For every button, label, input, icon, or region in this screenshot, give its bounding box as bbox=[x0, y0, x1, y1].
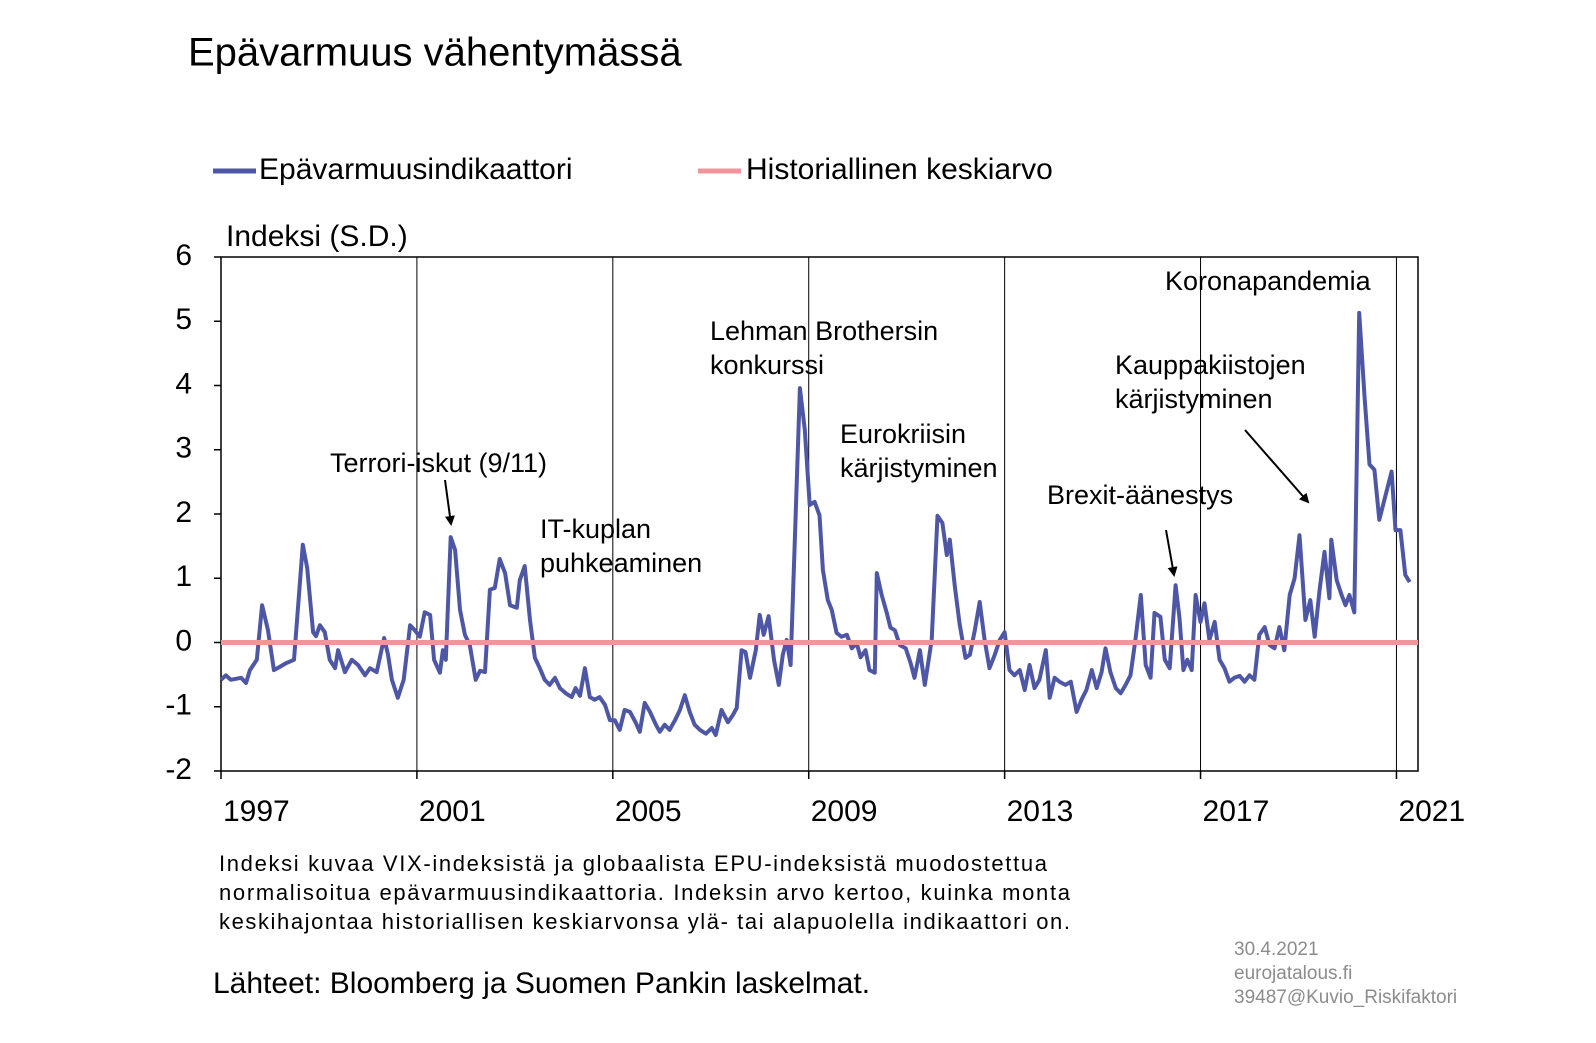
note: Indeksi kuvaa VIX-indeksistä ja globaali… bbox=[219, 851, 1071, 934]
annotation: Eurokriisin bbox=[840, 419, 966, 449]
legend-label: Historiallinen keskiarvo bbox=[746, 153, 1053, 186]
chart-title: Epävarmuus vähentymässä bbox=[188, 31, 682, 75]
x-tick-label: 2017 bbox=[1203, 795, 1270, 828]
annotation: IT-kuplan bbox=[540, 514, 651, 544]
y-tick-label: -1 bbox=[165, 689, 192, 722]
note-line: keskihajontaa historiallisen keskiarvons… bbox=[219, 909, 1070, 934]
arrow bbox=[444, 479, 455, 526]
plot-frame bbox=[220, 256, 1419, 772]
annotation: Brexit-äänestys bbox=[1047, 480, 1233, 510]
y-axis-label: Indeksi (S.D.) bbox=[226, 220, 408, 253]
annotation: kärjistyminen bbox=[1115, 384, 1273, 414]
y-tick-label: 5 bbox=[175, 303, 192, 336]
source: Lähteet: Bloomberg ja Suomen Pankin lask… bbox=[213, 967, 870, 1000]
y-tick-label: 0 bbox=[175, 624, 192, 657]
x-tick-label: 2009 bbox=[811, 795, 878, 828]
x-tick-label: 2005 bbox=[615, 795, 682, 828]
annotation: Lehman Brothersin bbox=[710, 316, 938, 346]
annotation: Terrori-iskut (9/11) bbox=[330, 448, 547, 478]
annotation: konkurssi bbox=[710, 350, 824, 380]
arrow bbox=[1165, 529, 1178, 577]
x-tick-label: 2001 bbox=[419, 795, 486, 828]
y-tick-label: 6 bbox=[175, 239, 192, 272]
y-tick-label: 1 bbox=[175, 560, 192, 593]
annotation: Koronapandemia bbox=[1165, 266, 1372, 296]
stamp-line: 30.4.2021 bbox=[1234, 939, 1319, 960]
stamp-line: 39487@Kuvio_Riskifaktori bbox=[1234, 987, 1457, 1008]
legend-label: Epävarmuusindikaattori bbox=[259, 153, 573, 186]
note-line: normalisoitua epävarmuusindikaattoria. I… bbox=[219, 880, 1071, 905]
annotation: kärjistyminen bbox=[840, 453, 998, 483]
y-tick-label: 3 bbox=[175, 432, 192, 465]
stamp-line: eurojatalous.fi bbox=[1234, 963, 1352, 984]
x-tick-label: 1997 bbox=[223, 795, 290, 828]
note-line: Indeksi kuvaa VIX-indeksistä ja globaali… bbox=[219, 851, 1048, 876]
arrow bbox=[1244, 429, 1310, 504]
x-tick-label: 2013 bbox=[1007, 795, 1074, 828]
x-tick-label: 2021 bbox=[1398, 795, 1465, 828]
y-tick-label: 2 bbox=[175, 496, 192, 529]
line-series bbox=[219, 310, 1412, 737]
y-tick-label: 4 bbox=[175, 367, 192, 400]
annotation: Kauppakiistojen bbox=[1115, 350, 1306, 380]
annotation: puhkeaminen bbox=[540, 548, 702, 578]
y-tick-label: -2 bbox=[165, 753, 192, 786]
